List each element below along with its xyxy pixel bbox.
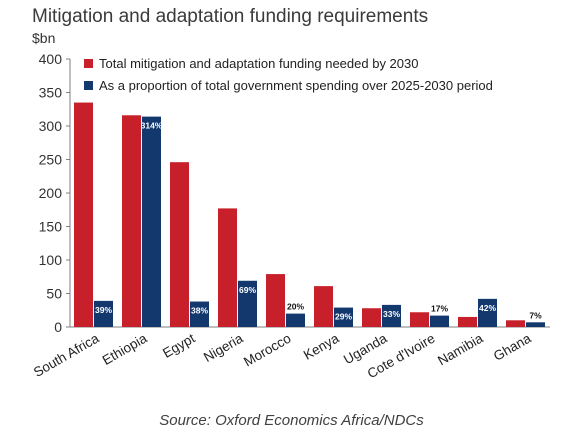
bar-total [458,316,477,327]
legend-swatch-red [84,58,93,68]
bar-proportion [526,322,545,327]
y-tick-label: 250 [39,152,63,168]
data-label: 39% [95,305,112,315]
data-label: 20% [287,302,304,312]
y-tick-label: 50 [46,286,62,302]
y-tick-label: 150 [39,219,63,235]
y-tick-label: 200 [39,185,63,201]
chart-title: Mitigation and adaptation funding requir… [32,6,429,27]
x-tick-label: Namibia [435,330,486,368]
y-tick-label: 300 [39,118,63,134]
data-label: 314% [141,121,163,131]
bar-proportion [190,301,209,327]
y-axis-unit: $bn [32,30,56,46]
data-label: 29% [335,312,352,322]
legend-item-proportion: As a proportion of total government spen… [84,74,493,96]
x-tick-label: Morocco [241,331,293,370]
legend-item-total: Total mitigation and adaptation funding … [84,52,493,74]
bar-proportion [238,280,257,327]
x-tick-label: South Africa [31,330,102,380]
bar-total [74,102,93,327]
data-label: 38% [191,306,208,316]
source-note: Source: Oxford Economics Africa/NDCs [159,412,424,429]
bar-proportion [94,300,113,327]
bar-proportion [286,313,305,327]
x-tick-label: Ghana [491,330,534,364]
bar-total [122,115,141,327]
x-tick-label: Nigeria [201,330,246,365]
data-label: 69% [239,285,256,295]
bar-total [362,308,381,327]
bar-proportion [478,298,497,327]
data-label: 42% [479,303,496,313]
bar-proportion [334,307,353,327]
y-tick-label: 400 [39,51,63,67]
bar-proportion [382,304,401,327]
legend-label-proportion: As a proportion of total government spen… [99,77,493,93]
bar-total [314,286,333,327]
y-tick-label: 0 [54,319,62,335]
x-tick-label: Egypt [160,330,198,360]
bar-total [410,312,429,327]
bar-total [170,162,189,327]
x-tick-label: Kenya [301,330,342,362]
bar-proportion [430,315,449,327]
data-label: 7% [529,310,542,320]
y-tick-label: 350 [39,85,63,101]
legend-label-total: Total mitigation and adaptation funding … [99,55,419,71]
bar-total [266,274,285,327]
bar-total [218,208,237,327]
data-label: 17% [431,304,448,314]
y-tick-label: 100 [39,252,63,268]
legend-swatch-navy [84,80,93,90]
data-label: 33% [383,309,400,319]
bar-proportion [142,116,161,328]
x-tick-label: Ethiopia [100,330,150,368]
legend: Total mitigation and adaptation funding … [84,52,493,96]
bar-total [506,320,525,327]
